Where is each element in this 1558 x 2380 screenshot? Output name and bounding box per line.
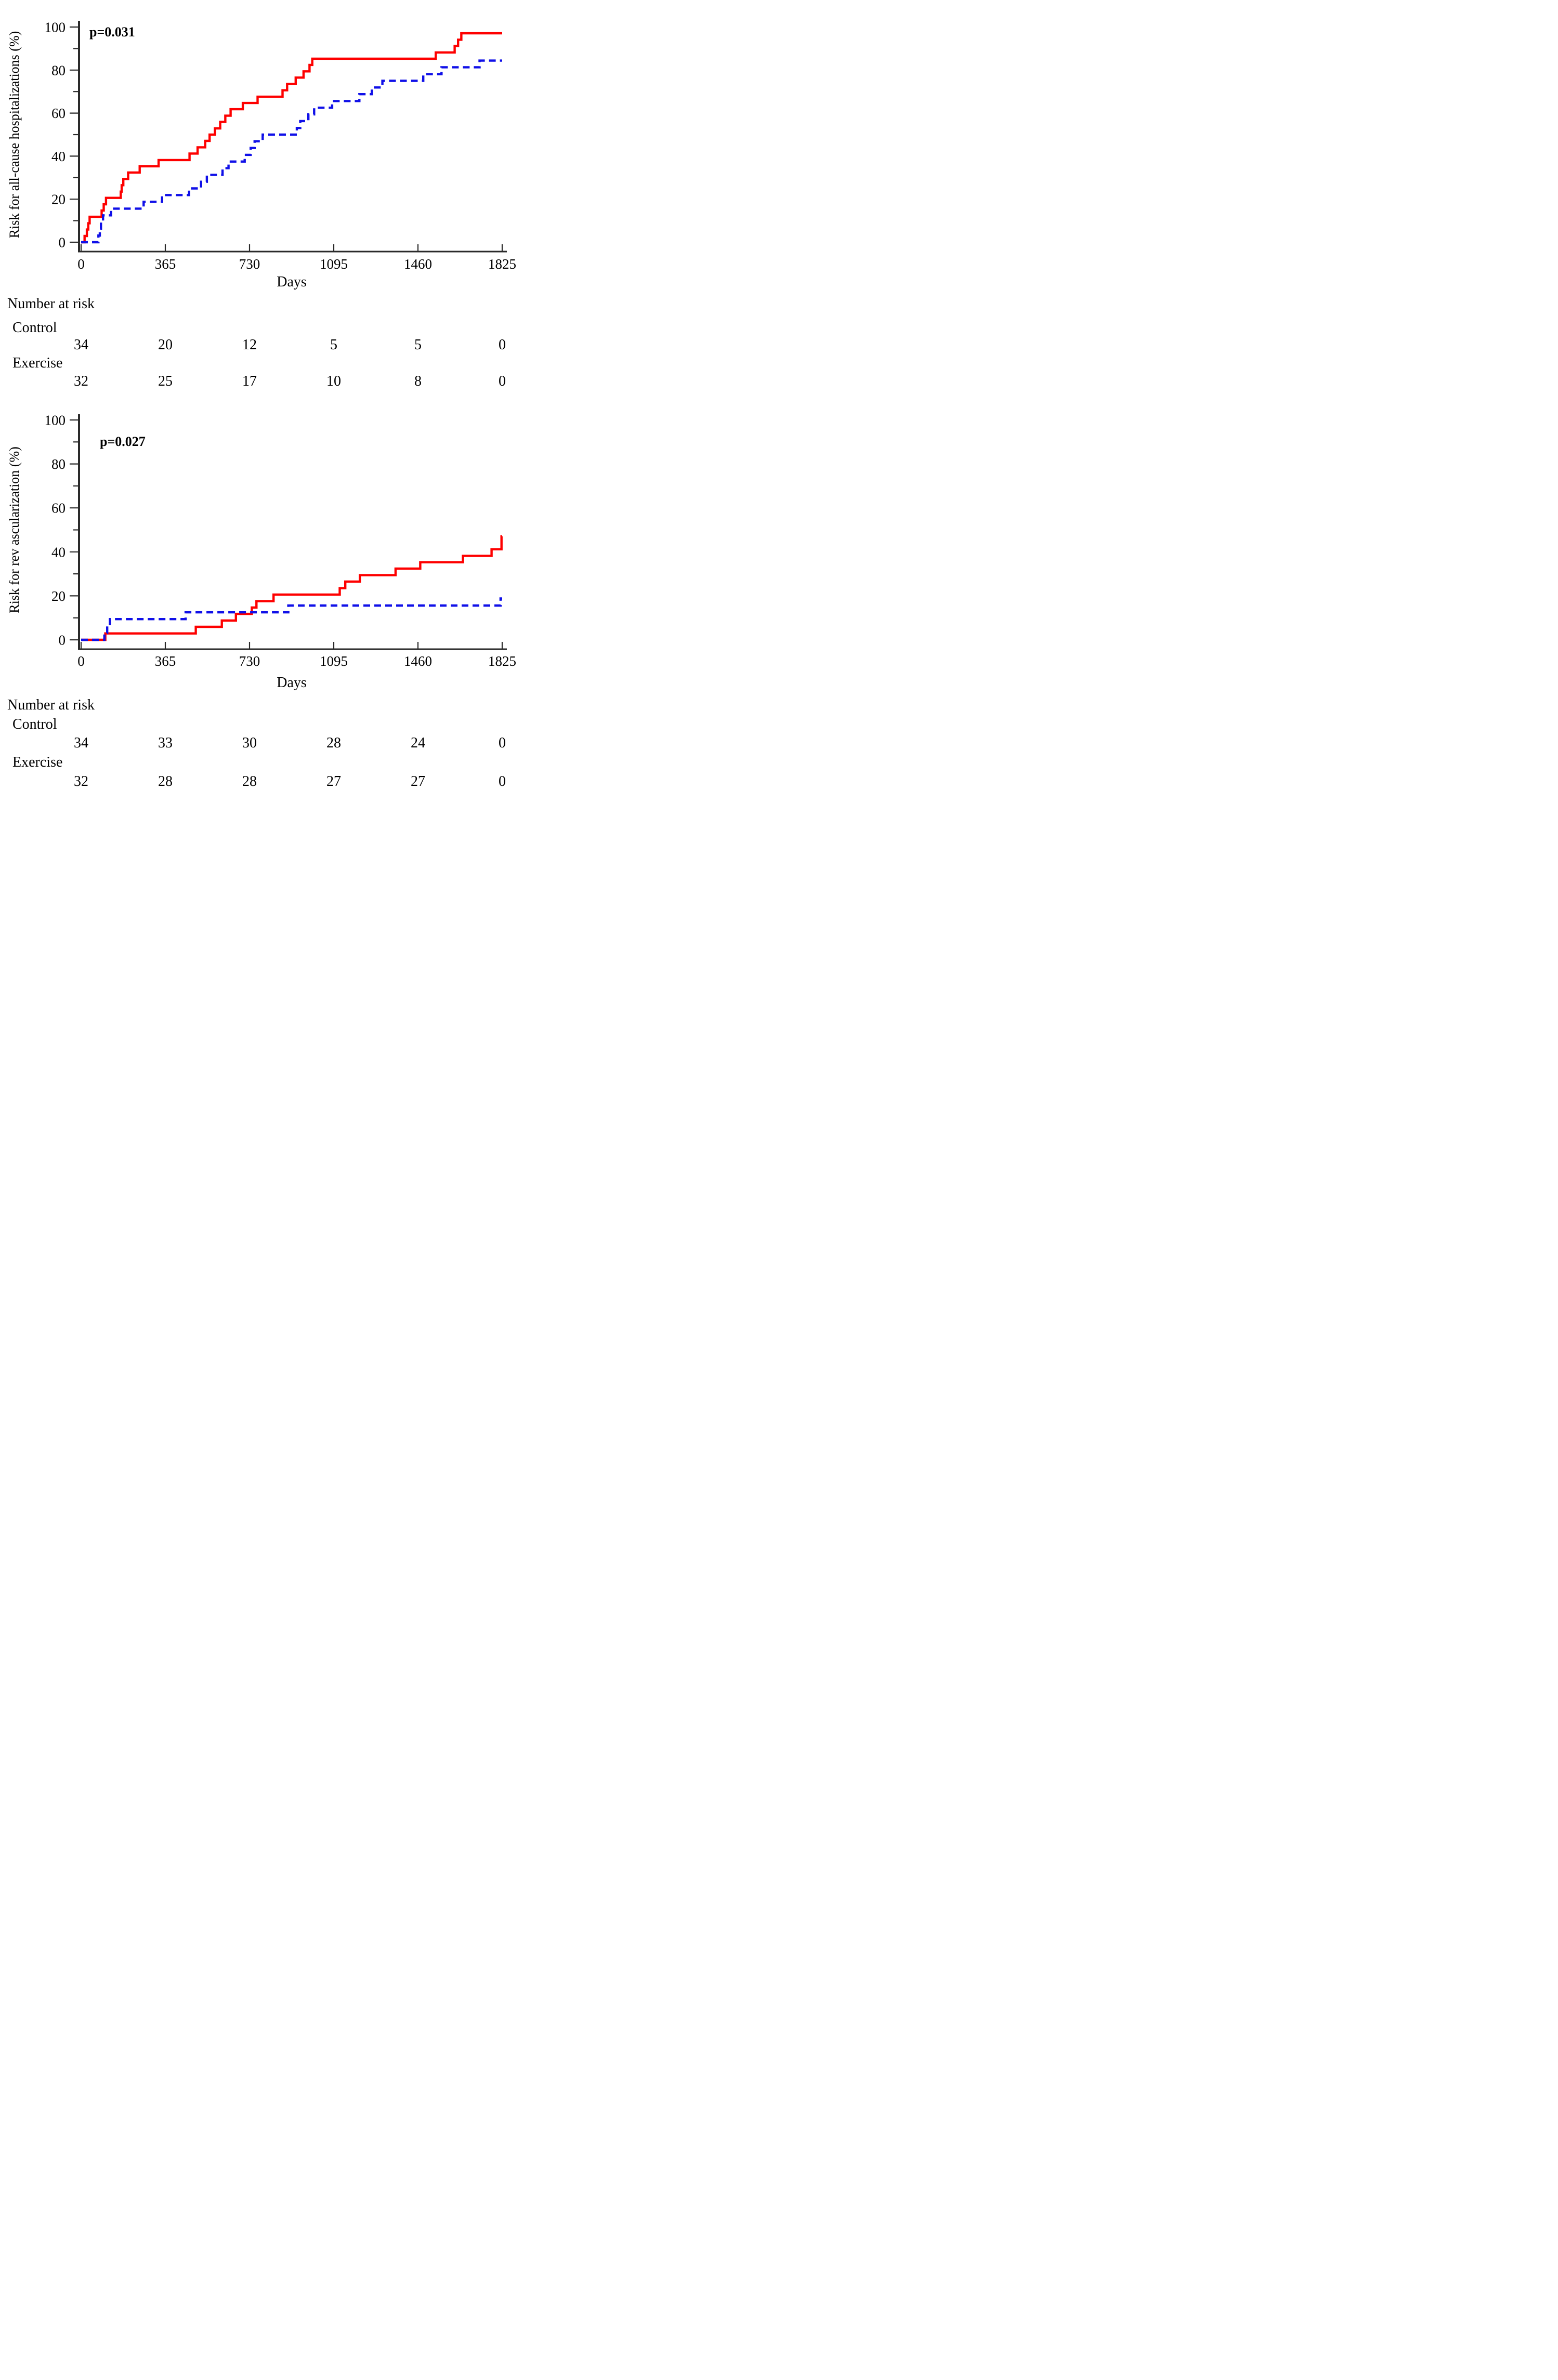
risk-value: 28 [326,735,341,751]
x-tick-label: 730 [239,256,260,272]
risk-value: 0 [499,337,506,353]
y-tick-label: 40 [51,544,66,560]
y-tick-label: 80 [51,456,66,472]
x-tick-label: 365 [155,653,176,669]
y-tick-label: 40 [51,149,66,164]
y-tick-label: 100 [45,19,66,35]
risk-value: 17 [242,373,257,389]
risk-value: 10 [326,373,341,389]
risk-value: 20 [158,337,173,353]
y-tick-label: 20 [51,588,66,604]
y-tick-label: 0 [59,234,66,250]
risk-value: 0 [499,373,506,389]
risk-value: 5 [330,337,337,353]
risk-value: 32 [74,773,88,790]
risk-value: 28 [242,773,257,790]
risk-value: 24 [411,735,425,751]
y-tick-label: 60 [51,501,66,516]
risk-value: 28 [158,773,173,790]
risk-row-label: Control [12,716,57,732]
x-tick-label: 1460 [404,653,432,669]
y-tick-label: 80 [51,62,66,78]
x-tick-label: 0 [77,653,85,669]
x-tick-label: 365 [155,256,176,272]
x-tick-label: 1095 [320,653,348,669]
x-tick-label: 730 [239,653,260,669]
risk-value: 0 [499,735,506,751]
p-value-label: p=0.031 [89,24,135,40]
risk-value: 32 [74,373,88,389]
x-tick-label: 1825 [488,653,516,669]
y-tick-label: 100 [45,412,66,428]
risk-value: 34 [74,735,88,751]
risk-value: 25 [158,373,173,389]
risk-value: 8 [414,373,422,389]
x-tick-label: 1825 [488,256,516,272]
control-curve [81,32,502,244]
risk-row-label: Control [12,320,57,336]
kaplan-meier-figure: 0 20 40 60 80 100 0 365 730 1095 1460 1825 p=0.031 Ri… [0,0,519,793]
risk-value: 5 [414,337,422,353]
p-value-label: p=0.027 [100,434,146,449]
exercise-curve [81,597,502,641]
number-at-risk-heading: Number at risk [7,296,95,312]
y-tick-label: 0 [59,632,66,648]
risk-row-label: Exercise [12,754,62,770]
y-tick-label: 60 [51,106,66,121]
x-tick-label: 1095 [320,256,348,272]
risk-value: 27 [326,773,341,790]
y-axis-title: Risk for all-cause hospitalizations (%) [7,31,22,239]
exercise-curve [81,59,502,244]
risk-value: 30 [242,735,257,751]
y-tick-label: 20 [51,192,66,207]
risk-value: 27 [411,773,425,790]
risk-value: 12 [242,337,257,353]
risk-value: 0 [499,773,506,790]
x-axis-title: Days [277,274,307,290]
control-curve [81,535,503,641]
risk-row-label: Exercise [12,355,62,371]
risk-value: 34 [74,337,88,353]
y-axis-title: Risk for rev ascularization (%) [7,446,22,613]
x-tick-label: 0 [77,256,85,272]
x-tick-label: 1460 [404,256,432,272]
x-axis-title: Days [277,675,307,691]
number-at-risk-heading: Number at risk [7,697,95,713]
risk-value: 33 [158,735,173,751]
